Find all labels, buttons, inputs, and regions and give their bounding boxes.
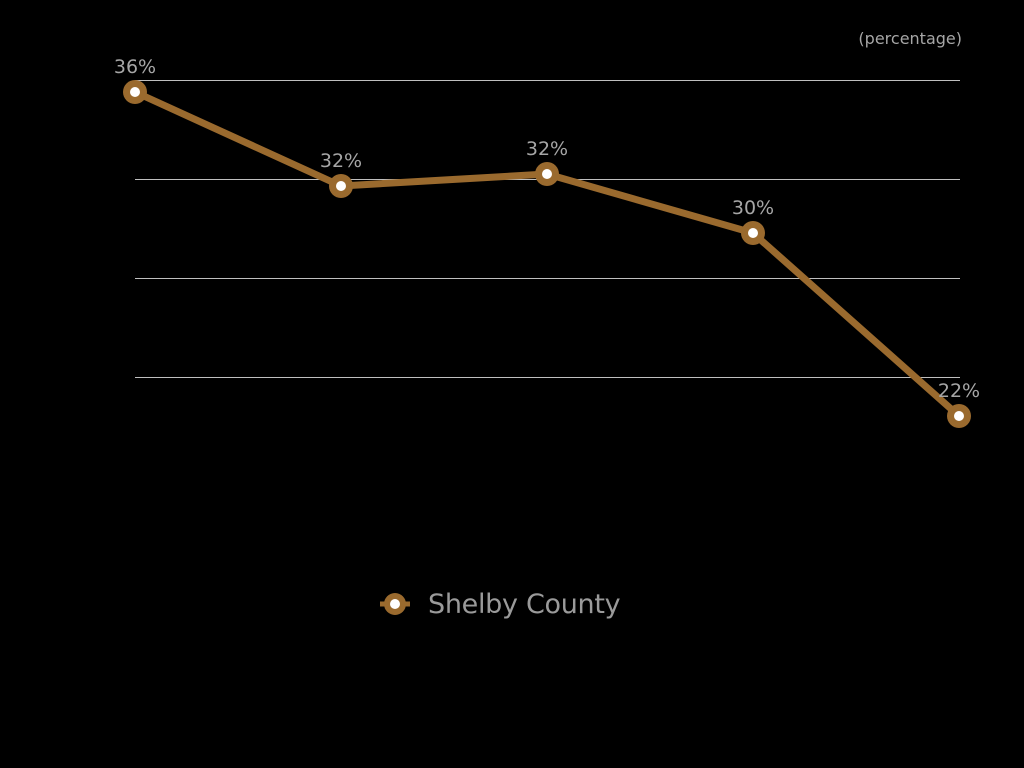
legend: Shelby County: [378, 588, 621, 620]
data-label: 30%: [732, 197, 774, 219]
data-label: 32%: [320, 150, 362, 172]
unit-label: (percentage): [858, 29, 962, 48]
data-point-center: [336, 181, 346, 191]
gridlines: [135, 80, 960, 378]
data-label: 22%: [938, 380, 980, 402]
data-label: 32%: [526, 138, 568, 160]
legend-label-shelby-county: Shelby County: [428, 588, 621, 620]
series-shelby-county: [123, 80, 971, 428]
data-labels: 36% 32% 32% 30% 22%: [114, 56, 980, 402]
data-point-center: [748, 228, 758, 238]
legend-marker-icon: [380, 593, 410, 615]
data-point-center: [542, 169, 552, 179]
data-point-center: [130, 87, 140, 97]
data-point-center: [954, 411, 964, 421]
data-label: 36%: [114, 56, 156, 78]
